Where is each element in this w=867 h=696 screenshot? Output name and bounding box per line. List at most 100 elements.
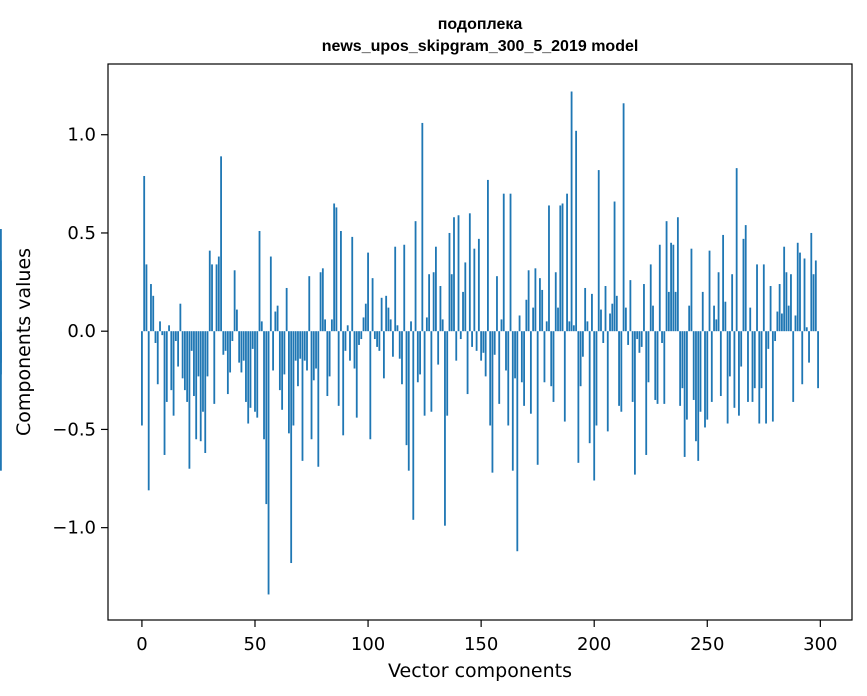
bar-205	[604, 286, 607, 332]
bar-294	[805, 327, 808, 332]
bar-282	[778, 284, 781, 332]
bar-211	[618, 331, 620, 406]
x-axis-ticks: 0 50 100 150 200 250 300	[136, 620, 838, 655]
bar-57	[269, 256, 272, 332]
bar-273	[758, 331, 761, 424]
bar-272	[756, 264, 758, 332]
bar-70	[299, 331, 302, 359]
bar-152	[484, 331, 487, 377]
bar-184	[557, 307, 559, 332]
bar-43	[238, 331, 241, 363]
bar-104	[376, 331, 379, 347]
bar-96	[358, 331, 360, 345]
bar-299	[817, 331, 819, 389]
bar-186	[561, 203, 564, 332]
bar-253	[713, 305, 715, 332]
bar-51	[256, 331, 259, 418]
bar-7	[156, 331, 159, 385]
bar-148	[475, 331, 478, 351]
bar-183	[554, 272, 557, 332]
bar-72	[303, 331, 306, 361]
bar-14	[172, 331, 175, 416]
bar-35	[220, 156, 222, 332]
bar-200	[593, 331, 596, 481]
bar-241	[686, 331, 688, 420]
bar-15	[174, 331, 177, 342]
bar-188	[566, 193, 568, 332]
x-tick-label: 0	[136, 634, 147, 655]
bar-254	[715, 319, 718, 332]
bar-27	[202, 331, 204, 412]
bar-2	[145, 264, 148, 332]
bar-18	[181, 331, 184, 379]
bar-111	[392, 331, 394, 357]
bar-209	[613, 201, 616, 332]
bar-296	[810, 232, 813, 332]
bar-61	[278, 331, 281, 391]
bar-6	[154, 331, 157, 343]
bar-81	[324, 319, 326, 332]
bar-289	[794, 315, 797, 332]
x-tick-label: 200	[577, 634, 611, 655]
bar-158	[498, 331, 501, 404]
bar-68	[294, 331, 297, 361]
bar-25	[197, 331, 200, 377]
x-tick-label: 100	[351, 634, 385, 655]
bar-93	[351, 236, 354, 332]
bar-39	[229, 331, 232, 373]
bar-267	[744, 225, 747, 332]
bar-5	[152, 295, 155, 332]
bar-52	[258, 231, 261, 332]
bar-225	[649, 264, 652, 332]
bar-126	[425, 317, 428, 332]
bar-223	[645, 331, 648, 455]
bar-201	[595, 331, 598, 426]
bar-270	[751, 331, 754, 402]
bars-group	[0, 91, 819, 595]
bar-97	[360, 331, 363, 340]
bar-177	[541, 289, 544, 332]
bar-264	[738, 331, 740, 416]
bar-181	[550, 331, 553, 387]
bar-175	[536, 331, 539, 465]
bar-80	[321, 268, 324, 332]
bar-84	[330, 319, 333, 332]
bar-109	[387, 307, 390, 332]
y-tick-label: 0.0	[67, 321, 96, 342]
bar-24	[195, 331, 198, 440]
bar-107	[382, 331, 385, 379]
bar-234	[670, 242, 672, 332]
bar-286	[787, 305, 790, 332]
bar-240	[683, 331, 686, 457]
bar-246	[697, 331, 700, 461]
y-axis-label: Components values	[13, 248, 35, 436]
bar-11	[165, 331, 168, 402]
bar-269	[749, 307, 752, 332]
bar-185	[559, 205, 562, 332]
bar-117	[405, 331, 408, 446]
bar-73	[306, 331, 308, 371]
bar-125	[423, 331, 426, 416]
bar-63	[283, 331, 286, 375]
chart-title-line-2: news_upos_skipgram_300_5_2019 model	[322, 38, 639, 55]
bar-206	[606, 331, 609, 432]
bar-275	[762, 264, 765, 332]
bar-288	[792, 331, 795, 402]
bar-74	[308, 276, 311, 332]
x-tick-label: 50	[244, 634, 267, 655]
bar-99	[364, 303, 367, 332]
bar-115	[401, 331, 403, 385]
bar-undefined	[0, 260, 2, 332]
bar-154	[489, 331, 492, 426]
bar-16	[177, 331, 180, 367]
bar-66	[290, 331, 293, 564]
bar-170	[525, 299, 528, 332]
bar-144	[466, 331, 469, 395]
bar-160	[502, 193, 505, 332]
bar-135	[446, 331, 449, 416]
bar-238	[679, 331, 682, 406]
bar-213	[622, 103, 625, 332]
bar-85	[333, 203, 336, 332]
bar-92	[349, 331, 351, 361]
bar-55	[265, 331, 268, 505]
